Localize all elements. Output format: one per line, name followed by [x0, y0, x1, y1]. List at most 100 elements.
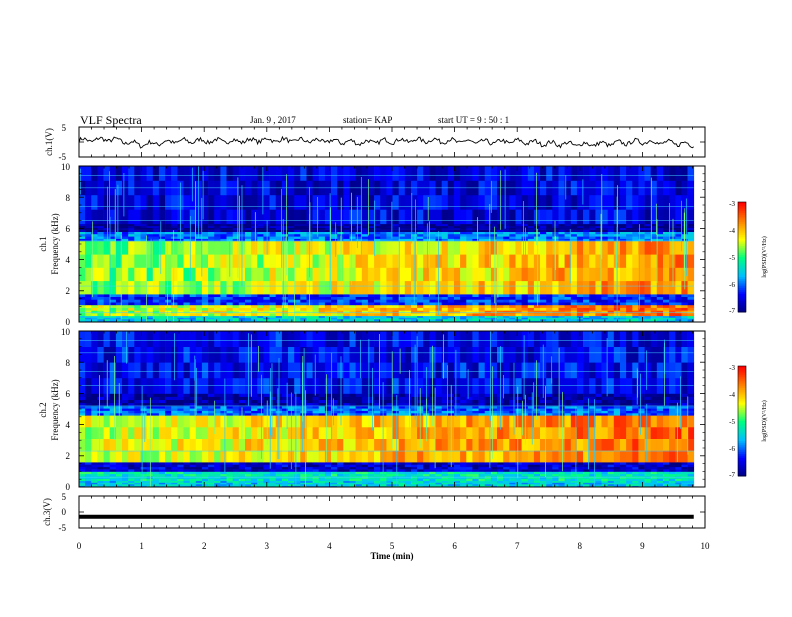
spectrogram-cell	[313, 166, 320, 181]
spectrogram-cell	[153, 267, 160, 281]
spectrogram-cell	[681, 450, 688, 462]
spectrogram-cell	[626, 308, 633, 311]
spectrogram-cell	[479, 413, 486, 416]
spectrogram-cell	[147, 195, 154, 210]
spectrogram-cell	[595, 439, 602, 451]
spectrogram-cell	[417, 299, 424, 302]
spectrogram-cell	[116, 469, 123, 472]
spectrogram-cell	[313, 254, 320, 268]
spectrogram-cell	[460, 450, 467, 462]
spectrogram-cell	[393, 299, 400, 302]
spectrogram-cell	[245, 281, 252, 295]
spectrogram-cell	[374, 413, 381, 416]
spectrogram-cell	[313, 464, 320, 467]
spectrogram-cell	[448, 467, 455, 470]
spectrogram-cell	[571, 281, 578, 295]
ch1-ytick-label: 2	[66, 286, 71, 296]
spectrogram-cell	[497, 195, 504, 210]
spectrogram-cell	[602, 310, 609, 313]
spectrogram-cell	[202, 234, 209, 237]
spectrogram-cell	[270, 281, 277, 295]
spectrogram-cell	[208, 450, 215, 462]
spectrogram-cell	[208, 281, 215, 295]
spectrogram-cell	[589, 234, 596, 237]
x-tick-label: 3	[265, 541, 270, 551]
spectrogram-cell	[485, 302, 492, 305]
spectrogram-cell	[675, 474, 682, 477]
spectrogram-cell	[184, 411, 191, 414]
spectrogram-cell	[159, 478, 166, 481]
spectrogram-cell	[669, 305, 676, 308]
spectrogram-cell	[270, 166, 277, 181]
spectrogram-cell	[651, 464, 658, 467]
spectrogram-cell	[411, 427, 418, 439]
spectrogram-cell	[516, 415, 523, 427]
spectrogram-cell	[546, 230, 553, 232]
spectrogram-cell	[571, 415, 578, 427]
spectrogram-cell	[399, 474, 406, 477]
spectrogram-cell	[134, 241, 141, 255]
spectrogram-cell	[141, 478, 148, 481]
spectrogram-cell	[325, 474, 332, 477]
spectrogram-cell	[171, 302, 178, 305]
spectrogram-cell	[245, 297, 252, 300]
spectrogram-cell	[110, 166, 117, 181]
spectrogram-cell	[460, 469, 467, 472]
spectrogram-cell	[214, 427, 221, 439]
spectrogram-cell	[233, 471, 240, 474]
spectrogram-cell	[91, 467, 98, 470]
spectrogram-cell	[522, 469, 529, 472]
spectrogram-cell	[540, 308, 547, 311]
spectrogram-cell	[208, 230, 215, 232]
spectrogram-cell	[104, 469, 111, 472]
spectrogram-cell	[122, 478, 129, 481]
spectrogram-cell	[632, 310, 639, 313]
spectrogram-cell	[571, 471, 578, 474]
spectrogram-cell	[657, 462, 664, 465]
spectrogram-cell	[202, 236, 209, 239]
spectrogram-cell	[491, 230, 498, 232]
spectrogram-cell	[159, 415, 166, 427]
spectrogram-cell	[245, 241, 252, 255]
spectrogram-cell	[602, 195, 609, 210]
spectrogram-cell	[190, 469, 197, 472]
x-tick-label: 2	[202, 541, 207, 551]
spectrogram-cell	[565, 427, 572, 439]
spectrogram-cell	[147, 462, 154, 465]
spectrogram-cell	[503, 469, 510, 472]
spectrogram-cell	[491, 474, 498, 477]
spectrogram-cell	[263, 308, 270, 311]
spectrogram-cell	[337, 230, 344, 232]
spectrogram-cell	[337, 439, 344, 451]
spectrogram-cell	[632, 427, 639, 439]
spectrogram-cell	[442, 308, 449, 311]
spectrogram-cell	[85, 427, 92, 439]
spectrogram-cell	[220, 234, 227, 237]
spectrogram-cell	[245, 166, 252, 181]
spectrogram-cell	[589, 236, 596, 239]
spectrogram-cell	[663, 234, 670, 237]
spectrogram-cell	[479, 209, 486, 224]
spectrogram-cell	[688, 267, 695, 281]
spectrogram-cell	[472, 478, 479, 481]
spectrogram-cell	[134, 305, 141, 308]
spectrogram-cell	[491, 464, 498, 467]
spectrogram-cell	[675, 462, 682, 465]
spectrogram-cell	[128, 254, 135, 268]
spectrogram-cell	[534, 308, 541, 311]
spectrogram-cell	[651, 281, 658, 295]
spectrogram-cell	[651, 427, 658, 439]
spectrogram-cell	[257, 299, 264, 302]
spectrogram-cell	[423, 450, 430, 462]
spectrogram-cell	[97, 471, 104, 474]
spectrogram-cell	[645, 302, 652, 305]
spectrogram-cell	[626, 471, 633, 474]
spectrogram-cell	[288, 302, 295, 305]
spectrogram-cell	[374, 297, 381, 300]
spectrogram-cell	[399, 464, 406, 467]
spectrogram-cell	[620, 478, 627, 481]
spectrogram-cell	[91, 209, 98, 224]
spectrogram-cell	[128, 297, 135, 300]
spectrogram-cell	[374, 464, 381, 467]
spectrogram-cell	[546, 427, 553, 439]
